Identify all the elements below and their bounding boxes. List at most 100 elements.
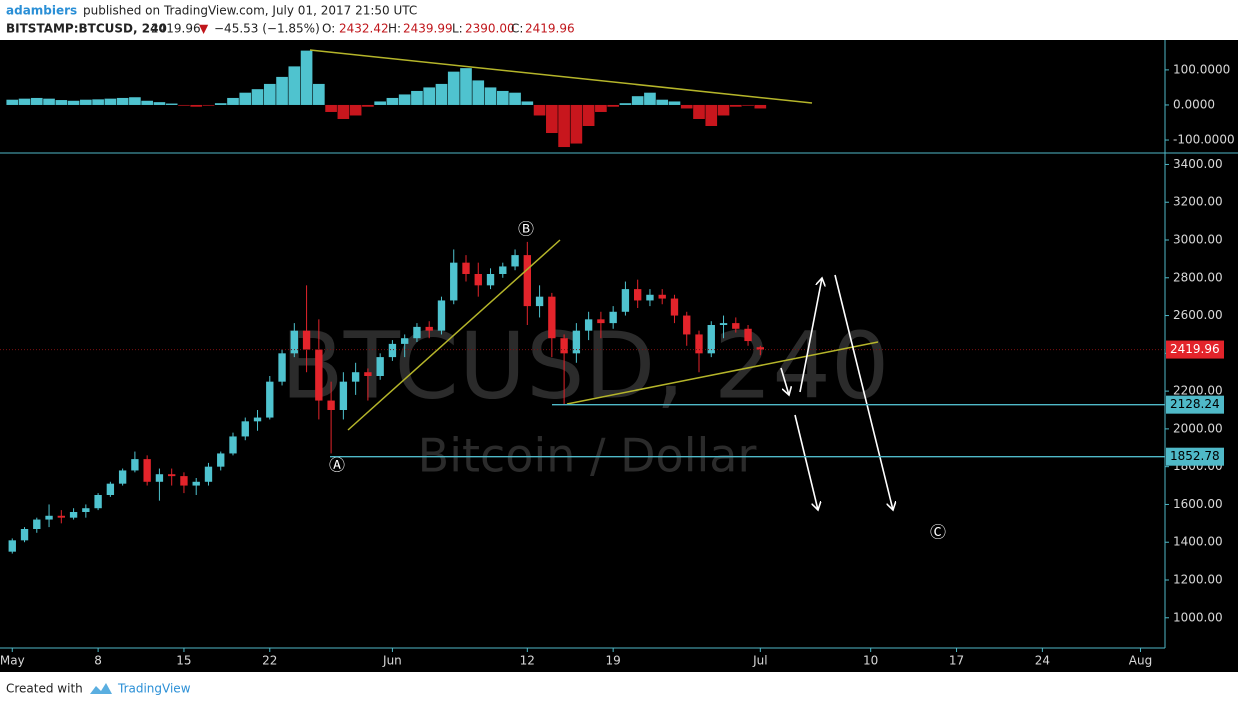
high: 2439.99 [403,22,453,36]
histogram-bar [67,100,80,105]
y-tick-label: 100.0000 [1173,62,1230,76]
histogram-bar [607,104,619,107]
logo [90,683,112,694]
level-label: 2128.24 [1170,397,1220,411]
candle-body [597,319,605,324]
level-box [1166,447,1224,466]
candle-body [584,319,593,331]
candle-body [646,294,654,301]
candle-body [388,343,397,358]
candle-body [180,476,188,486]
histogram-bar [43,98,55,105]
histogram-bar [214,103,227,105]
trend-line [347,239,561,431]
candle-body [499,266,507,274]
histogram-bar [386,97,399,105]
candle-body [82,508,90,512]
wave-label: Ⓒ [930,523,946,542]
y-tick-label: 1400.00 [1173,535,1223,549]
candle-body [45,515,53,520]
candle-body [511,255,519,267]
histogram-bar [18,98,31,105]
candle-body [548,296,556,339]
price: 2419.96 [151,22,201,36]
candle-body [719,323,728,325]
histogram-bar [570,104,583,144]
candle-body [413,326,421,339]
candle-body [217,453,225,467]
candle-body [143,459,151,482]
candle-body [401,338,409,344]
candle-body [683,315,691,335]
y-tick-label: 3200.00 [1173,195,1223,209]
high-label: H: [388,22,401,36]
histogram-bar [717,104,730,116]
candle-body [229,436,237,454]
histogram-bar [619,103,632,105]
y-tick-label: 1200.00 [1173,573,1223,587]
x-tick-label: 22 [262,654,277,668]
histogram-bar [484,87,497,105]
histogram-bar [80,99,92,105]
level-label: 1852.78 [1170,449,1220,463]
histogram-bar [533,104,546,116]
y-tick-label: 1000.00 [1173,610,1223,624]
histogram-bar [300,50,313,105]
histogram-bar [165,103,178,105]
candle-body [572,330,581,354]
x-tick-label: Jul [752,654,767,668]
histogram-bar [411,90,423,105]
histogram-bar [153,102,166,105]
histogram-bar [325,104,337,112]
candle-body [425,326,433,331]
histogram-bar [362,104,374,107]
last-price-box [1166,340,1224,359]
histogram-bar [349,104,362,116]
low: 2390.00 [465,22,515,36]
close-label: C: [511,22,523,36]
histogram-bar [6,99,19,105]
x-tick-label: 19 [606,654,621,668]
x-tick-label: 15 [176,654,191,668]
y-tick-label: 1600.00 [1173,497,1223,511]
candle-body [302,330,311,350]
y-tick-label: 2600.00 [1173,308,1223,322]
histogram-bar [460,68,472,105]
candle-body [118,470,127,484]
candle-body [535,296,544,307]
candle-body [450,262,458,301]
histogram-bar [705,104,718,126]
histogram-bar [263,83,276,105]
trend-line [309,49,813,104]
x-tick-label: 8 [94,654,102,668]
candle-body [560,338,568,354]
histogram-bar [313,83,325,105]
histogram-bar [680,104,693,109]
candle-body [523,255,531,307]
histogram-bar [644,92,656,105]
histogram-bar [129,97,141,105]
arrow [794,414,818,510]
candle-body [670,298,679,316]
candle-body [241,421,249,437]
histogram-bar [558,104,570,148]
candle-body [168,474,176,477]
x-tick-label: 17 [949,654,964,668]
candle-body [57,515,65,518]
histogram-bar [631,96,644,105]
histogram-bar [693,104,705,119]
y-tick-label: -100.0000 [1173,133,1235,147]
histogram-bar [496,90,509,105]
x-tick-label: 24 [1035,654,1050,668]
candle-body [106,483,115,495]
histogram-bar [337,104,350,119]
candle-body [8,540,16,552]
open: 2432.42 [339,22,389,36]
histogram-bar [202,104,215,106]
chart-bg [0,40,1238,672]
footer-brand[interactable]: TradingView [117,682,191,696]
candle-body [756,347,764,350]
author[interactable]: adambiers [6,4,77,18]
